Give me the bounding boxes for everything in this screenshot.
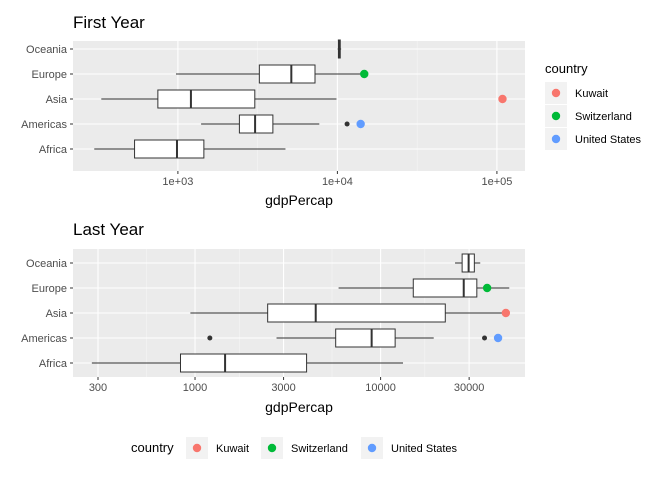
last-year-y-tick-americas: Americas xyxy=(21,333,67,345)
right-legend-items: Kuwait Switzerland United States xyxy=(545,82,642,150)
first-year-iqr-box xyxy=(157,89,256,109)
bottom-legend: country Kuwait Switzerland United States xyxy=(131,437,458,459)
last-year-outlier-point xyxy=(207,335,213,341)
right-legend-label: Kuwait xyxy=(575,88,608,100)
right-legend: country Kuwait Switzerland United States xyxy=(545,61,642,150)
last-year-panel: Last Year Africa Americas Asia Europe Oceani… xyxy=(21,220,525,415)
last-year-box-africa xyxy=(91,353,404,373)
first-year-box-europe xyxy=(175,64,365,84)
first-year-box-americas xyxy=(201,114,364,134)
last-year-x-axis-label: gdpPercap xyxy=(265,399,333,415)
last-year-boxes xyxy=(91,253,511,373)
right-legend-swatch xyxy=(551,134,561,144)
right-legend-item-united-states: United States xyxy=(545,128,642,150)
last-year-y-tick-asia: Asia xyxy=(46,308,68,320)
bottom-legend-swatch xyxy=(367,443,377,453)
last-year-y-tick-africa: Africa xyxy=(39,358,68,370)
last-year-iqr-box xyxy=(179,353,308,373)
bottom-legend-item-kuwait: Kuwait xyxy=(186,437,249,459)
bottom-legend-label: Switzerland xyxy=(291,443,348,455)
first-year-y-tick-oceania: Oceania xyxy=(26,44,68,56)
first-year-box-oceania xyxy=(337,39,342,59)
right-legend-item-kuwait: Kuwait xyxy=(545,82,608,104)
last-year-iqr-box xyxy=(335,328,396,348)
last-year-box-europe xyxy=(338,278,510,298)
first-year-x-tick-label: 1e+03 xyxy=(162,176,193,188)
last-year-box-oceania xyxy=(455,253,481,273)
first-year-iqr-box xyxy=(258,64,316,84)
bottom-legend-swatch xyxy=(267,443,277,453)
first-year-y-ticks: Africa Americas Asia Europe Oceania xyxy=(21,44,73,156)
last-year-x-tick-label: 3000 xyxy=(271,382,295,394)
last-year-outlier-point xyxy=(482,335,488,341)
first-year-point-switzerland xyxy=(360,69,369,79)
first-year-box-africa xyxy=(94,139,286,159)
first-year-panel: First Year Africa Americas Asia Europe Ocean… xyxy=(21,13,525,208)
first-year-boxes xyxy=(94,39,507,159)
last-year-box-americas xyxy=(207,328,501,348)
last-year-point-switzerland xyxy=(482,283,492,293)
first-year-x-ticks: 1e+03 1e+04 1e+05 xyxy=(162,171,512,188)
last-year-x-tick-label: 10000 xyxy=(365,382,396,394)
first-year-iqr-box xyxy=(238,114,274,134)
first-year-x-axis-label: gdpPercap xyxy=(265,192,333,208)
first-year-point-united-states xyxy=(356,119,365,129)
right-legend-swatch xyxy=(551,88,561,98)
first-year-title: First Year xyxy=(73,13,145,32)
bottom-legend-item-united-states: United States xyxy=(361,437,458,459)
bottom-legend-label: United States xyxy=(391,443,458,455)
last-year-x-tick-label: 300 xyxy=(89,382,107,394)
right-legend-label: United States xyxy=(575,134,642,146)
last-year-point-united-states xyxy=(493,333,503,343)
bottom-legend-title: country xyxy=(131,440,174,455)
last-year-iqr-box xyxy=(412,278,478,298)
first-year-x-tick-label: 1e+05 xyxy=(481,176,512,188)
last-year-y-tick-europe: Europe xyxy=(32,283,67,295)
first-year-box-asia xyxy=(101,89,505,109)
first-year-y-tick-americas: Americas xyxy=(21,119,67,131)
right-legend-swatch xyxy=(551,111,561,121)
last-year-x-tick-label: 30000 xyxy=(454,382,485,394)
right-legend-title: country xyxy=(545,61,588,76)
last-year-x-tick-label: 1000 xyxy=(183,382,207,394)
first-year-outlier-point xyxy=(344,121,350,127)
bottom-legend-label: Kuwait xyxy=(216,443,249,455)
first-year-point-kuwait xyxy=(498,94,507,104)
last-year-y-ticks: Africa Americas Asia Europe Oceania xyxy=(21,258,73,370)
last-year-x-ticks: 300 1000 3000 10000 30000 xyxy=(89,377,485,394)
last-year-point-kuwait xyxy=(501,308,511,318)
bottom-legend-items: Kuwait Switzerland United States xyxy=(186,437,458,459)
bottom-legend-swatch xyxy=(192,443,202,453)
last-year-iqr-box xyxy=(267,303,446,323)
bottom-legend-item-switzerland: Switzerland xyxy=(261,437,348,459)
first-year-x-tick-label: 1e+04 xyxy=(322,176,353,188)
last-year-y-tick-oceania: Oceania xyxy=(26,258,68,270)
last-year-title: Last Year xyxy=(73,220,144,239)
last-year-box-asia xyxy=(190,303,506,323)
first-year-y-tick-asia: Asia xyxy=(46,94,68,106)
right-legend-item-switzerland: Switzerland xyxy=(545,105,632,127)
first-year-y-tick-europe: Europe xyxy=(32,69,67,81)
right-legend-label: Switzerland xyxy=(575,111,632,123)
first-year-y-tick-africa: Africa xyxy=(39,144,68,156)
first-year-iqr-box xyxy=(134,139,205,159)
